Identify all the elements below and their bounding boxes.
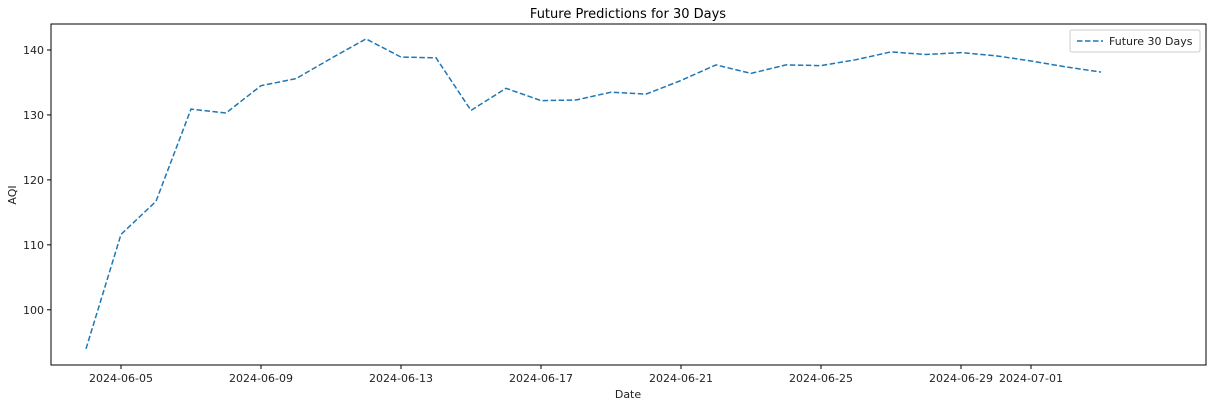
x-tick-label: 2024-06-05: [89, 372, 153, 385]
x-axis: 2024-06-05 2024-06-09 2024-06-13 2024-06-17…: [89, 365, 1063, 385]
legend-label-future-30-days: Future 30 Days: [1109, 35, 1193, 48]
y-tick-label: 110: [23, 239, 44, 252]
x-tick-label: 2024-06-29: [929, 372, 993, 385]
y-tick-label: 140: [23, 44, 44, 57]
x-tick-label: 2024-07-01: [999, 372, 1063, 385]
legend-box: [1069, 29, 1201, 53]
y-axis: 100 110 120 130 140: [23, 44, 51, 317]
chart-title: Future Predictions for 30 Days: [530, 7, 726, 22]
y-tick-label: 100: [23, 304, 44, 317]
y-tick-label: 130: [23, 109, 44, 122]
x-tick-label: 2024-06-13: [369, 372, 433, 385]
y-tick-label: 120: [23, 174, 44, 187]
x-tick-label: 2024-06-17: [509, 372, 573, 385]
plot-area: [50, 23, 1207, 366]
series-line-future-30-days: [85, 38, 1102, 350]
x-tick-label: 2024-06-21: [649, 372, 713, 385]
x-axis-label: Date: [615, 388, 642, 401]
y-axis-label: AQI: [6, 185, 19, 204]
x-tick-label: 2024-06-25: [789, 372, 853, 385]
legend: Future 30 Days: [1069, 29, 1201, 53]
x-tick-label: 2024-06-09: [229, 372, 293, 385]
